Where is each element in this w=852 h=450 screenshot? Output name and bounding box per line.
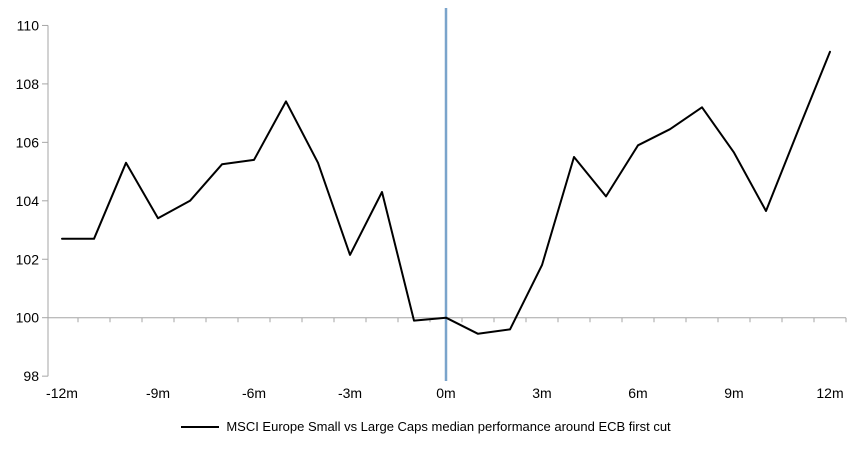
y-tick-label: 102 (16, 251, 40, 267)
y-tick-label: 98 (23, 368, 39, 384)
x-tick-label: 9m (724, 385, 743, 401)
x-tick-label: 6m (628, 385, 647, 401)
legend-line-sample (181, 425, 220, 428)
x-tick-label: 0m (436, 385, 455, 401)
x-tick-label: -6m (242, 385, 266, 401)
x-tick-label: -12m (46, 385, 78, 401)
legend-label: MSCI Europe Small vs Large Caps median p… (226, 419, 671, 434)
legend: MSCI Europe Small vs Large Caps median p… (0, 419, 852, 434)
y-tick-label: 108 (16, 76, 40, 92)
y-tick-label: 106 (16, 134, 40, 150)
y-tick-label: 110 (17, 17, 40, 33)
x-tick-label: 12m (816, 385, 843, 401)
series-line (61, 50, 831, 335)
x-tick-label: -9m (146, 385, 170, 401)
y-tick-label: 100 (16, 310, 40, 326)
x-tick-label: 3m (532, 385, 551, 401)
x-tick-label: -3m (338, 385, 362, 401)
y-tick-label: 104 (16, 193, 40, 209)
